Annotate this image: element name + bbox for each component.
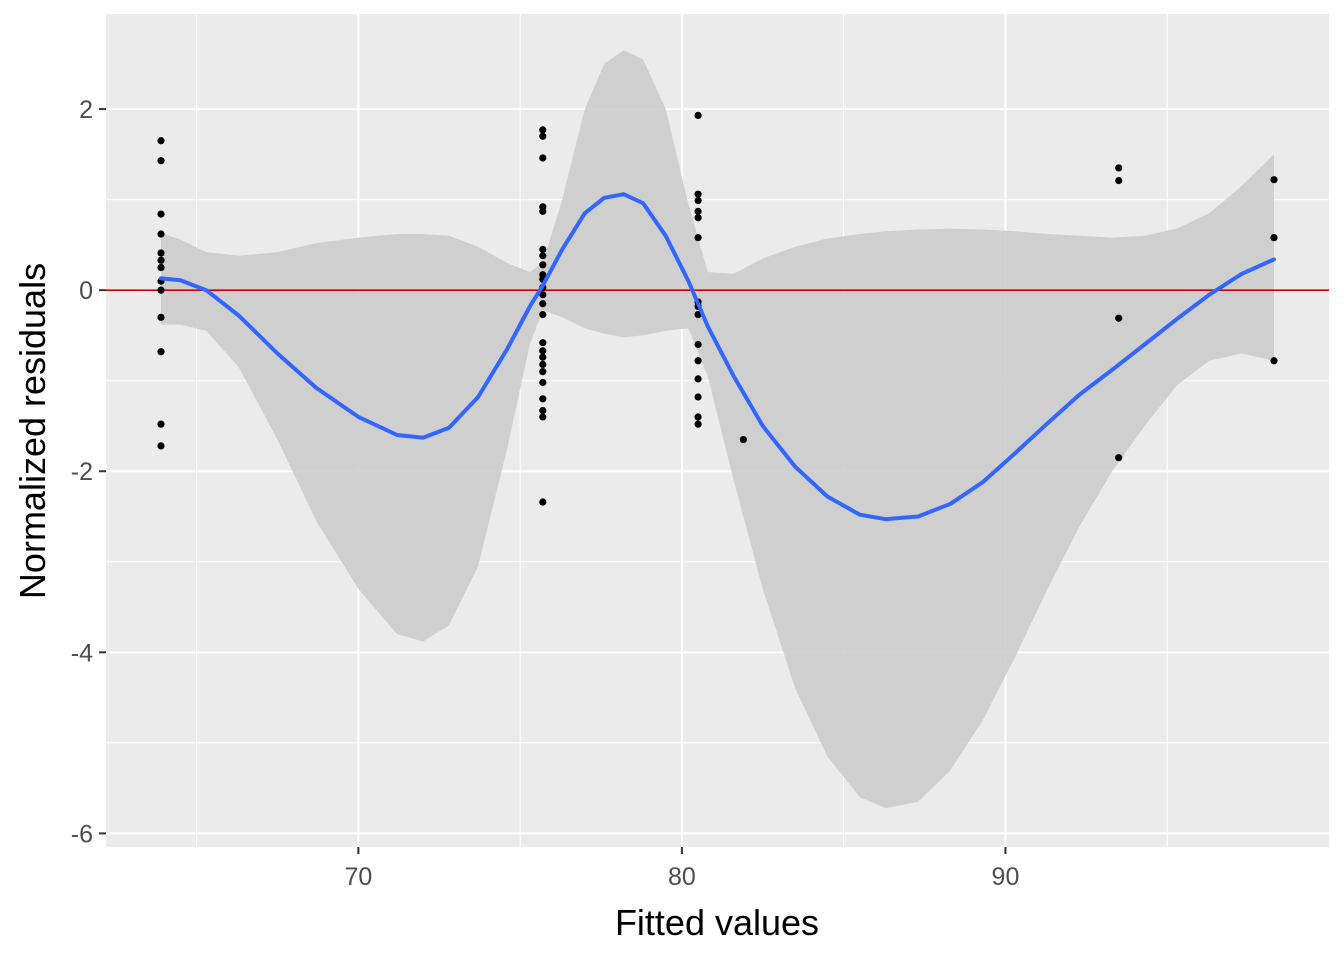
data-point (1270, 357, 1278, 365)
data-point (157, 442, 165, 450)
data-point (539, 291, 547, 299)
data-point (539, 347, 547, 355)
data-point (539, 353, 547, 361)
confidence-band (161, 50, 1274, 809)
data-point (157, 420, 165, 428)
data-point (694, 420, 702, 428)
data-point (157, 313, 165, 321)
data-point (539, 339, 547, 347)
y-axis-title: Normalized residuals (12, 263, 53, 599)
data-point (539, 413, 547, 421)
data-point (539, 368, 547, 376)
data-point (694, 357, 702, 365)
data-point (157, 348, 165, 356)
data-point (539, 498, 547, 506)
data-point (539, 132, 547, 140)
y-tick-label: -6 (71, 820, 93, 848)
data-point (157, 157, 165, 165)
data-point (694, 190, 702, 198)
data-point (157, 249, 165, 257)
data-point (1115, 164, 1123, 172)
data-point (739, 435, 747, 444)
data-point (157, 286, 165, 294)
plot-area (106, 50, 1329, 809)
data-point (694, 340, 702, 349)
data-point (694, 413, 702, 421)
data-point (539, 360, 547, 369)
data-point (694, 196, 702, 205)
data-point (539, 378, 547, 387)
data-point (539, 207, 547, 215)
data-point (539, 395, 547, 403)
data-point (539, 126, 547, 134)
smooth-line (159, 192, 1276, 522)
y-tick-label: -4 (71, 639, 93, 667)
data-point (539, 261, 547, 269)
y-tick-label: -2 (71, 458, 93, 486)
x-tick-label: 90 (992, 863, 1020, 891)
data-point (539, 252, 547, 260)
data-point (157, 137, 165, 145)
y-tick-label: 0 (79, 277, 93, 305)
data-point (539, 300, 547, 308)
data-point (1270, 176, 1278, 184)
data-point (539, 245, 547, 254)
data-point (1115, 177, 1123, 185)
data-point (157, 263, 165, 272)
x-axis-ticks: 70 80 90 (344, 847, 1019, 891)
data-point (694, 111, 702, 120)
data-point (157, 230, 165, 238)
data-point (157, 256, 165, 264)
data-point (539, 311, 547, 319)
data-point (539, 406, 547, 415)
x-tick-label: 70 (344, 863, 372, 891)
x-tick-label: 80 (668, 863, 696, 891)
data-point (694, 207, 702, 215)
x-axis-title: Fitted values (615, 902, 819, 943)
y-tick-label: 2 (79, 96, 93, 124)
data-point (1115, 454, 1123, 462)
data-point (1115, 314, 1123, 322)
data-point (694, 234, 702, 242)
y-axis-ticks: -6 -4 -2 0 2 (71, 96, 106, 848)
data-point (694, 214, 702, 222)
data-point (539, 154, 547, 162)
data-point (694, 393, 702, 401)
data-point (157, 210, 165, 218)
data-point (694, 375, 702, 383)
data-point (1270, 234, 1278, 242)
